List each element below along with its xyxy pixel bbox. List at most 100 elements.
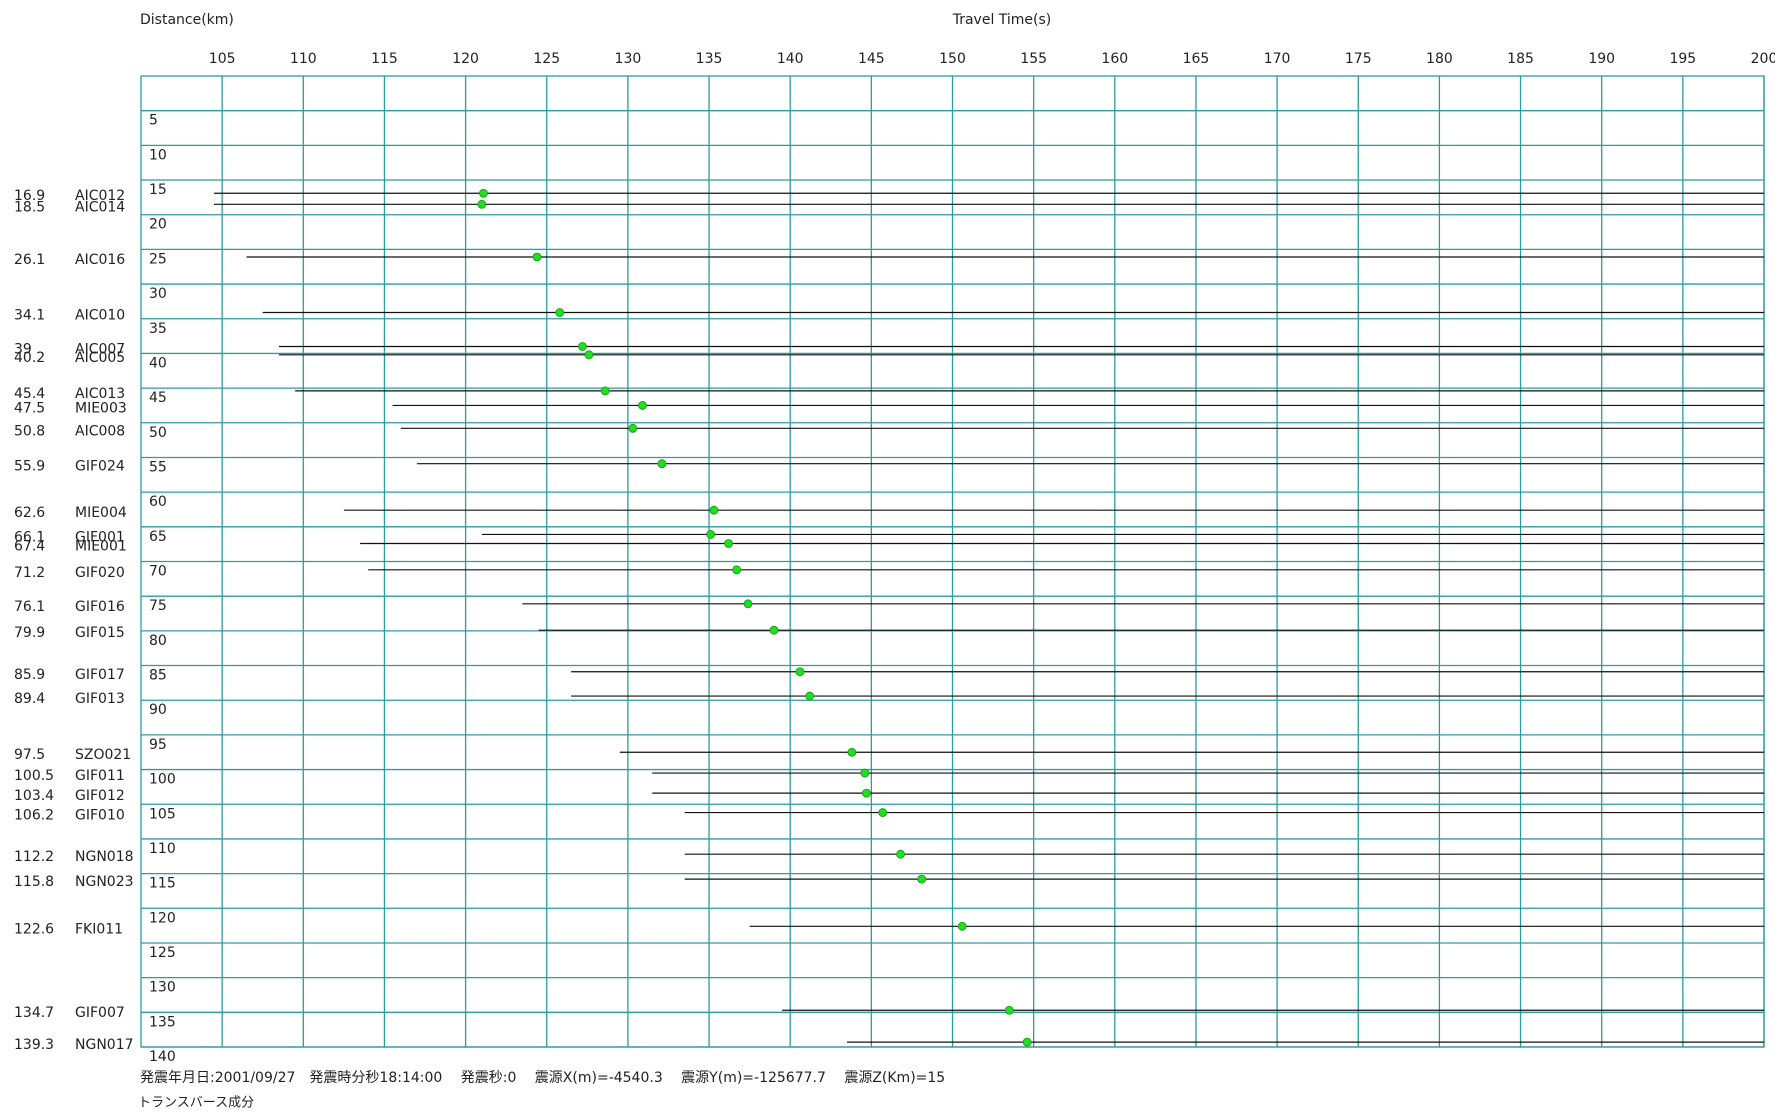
x-tick-label: 115 — [371, 51, 398, 67]
x-tick-label: 195 — [1669, 51, 1696, 67]
x-tick-label: 190 — [1588, 51, 1615, 67]
station-distance: 89.4 — [14, 691, 45, 707]
station-distance: 39 — [14, 341, 32, 357]
arrival-pick — [555, 308, 565, 317]
station-distance: 55.9 — [14, 459, 45, 475]
arrival-pick — [600, 386, 610, 396]
station-distance: 34.1 — [14, 308, 45, 324]
station-distance: 62.6 — [14, 505, 45, 521]
station-distance: 97.5 — [14, 747, 45, 763]
arrival-pick — [805, 691, 815, 701]
station-distance: 16.9 — [14, 188, 45, 204]
x-tick-label: 180 — [1426, 51, 1453, 67]
station-distance: 40.2 — [14, 350, 45, 366]
y-tick-label: 120 — [149, 910, 176, 926]
station-distance: 50.8 — [14, 423, 45, 439]
station-distance: 18.5 — [14, 199, 45, 215]
station-distance: 66.1 — [14, 529, 45, 545]
station-distance: 26.1 — [14, 252, 45, 268]
y-tick-label: 40 — [149, 355, 167, 371]
y-tick-label: 5 — [149, 113, 158, 129]
station-distance: 103.4 — [14, 788, 54, 804]
x-axis-label: Travel Time(s) — [952, 12, 1052, 28]
y-tick-label: 35 — [149, 321, 167, 337]
station-name: GIF007 — [75, 1005, 125, 1021]
y-tick-label: 140 — [149, 1049, 176, 1065]
y-tick-label: 15 — [149, 182, 167, 198]
station-name: NGN017 — [75, 1037, 134, 1053]
arrival-pick — [732, 565, 742, 575]
x-tick-label: 160 — [1101, 51, 1128, 67]
station-name: GIF015 — [75, 625, 125, 641]
y-tick-label: 105 — [149, 806, 176, 822]
y-tick-label: 100 — [149, 772, 176, 788]
arrival-pick — [917, 874, 927, 884]
arrival-pick — [862, 788, 871, 798]
station-name: AIC014 — [75, 199, 125, 215]
arrival-pick — [657, 459, 667, 469]
arrival-pick — [709, 505, 719, 515]
station-name: AIC007 — [75, 341, 125, 357]
y-tick-label: 65 — [149, 529, 167, 545]
arrival-pick — [957, 921, 967, 931]
x-tick-label: 130 — [615, 51, 642, 67]
y-tick-label: 110 — [149, 841, 176, 857]
y-tick-label: 80 — [149, 633, 167, 649]
x-tick-label: 120 — [452, 51, 479, 67]
y-tick-label: 115 — [149, 876, 176, 892]
station-name: NGN023 — [75, 874, 134, 890]
arrival-pick — [628, 423, 638, 433]
x-tick-label: 155 — [1020, 51, 1047, 67]
station-distance: 71.2 — [14, 565, 45, 581]
arrival-pick — [724, 539, 733, 548]
station-distance: 122.6 — [14, 921, 54, 937]
station-distance: 76.1 — [14, 599, 45, 615]
arrival-pick — [477, 199, 487, 209]
y-tick-label: 130 — [149, 980, 176, 996]
station-distance: 100.5 — [14, 768, 54, 784]
arrival-pick — [743, 599, 753, 609]
station-name: AIC005 — [75, 350, 125, 366]
station-name: GIF010 — [75, 808, 125, 824]
x-tick-label: 150 — [939, 51, 966, 67]
station-distance: 79.9 — [14, 625, 45, 641]
station-name: AIC016 — [75, 252, 125, 268]
arrival-pick — [878, 808, 888, 817]
y-tick-label: 55 — [149, 459, 167, 475]
station-name: NGN018 — [75, 849, 134, 865]
arrival-pick — [578, 342, 587, 351]
arrival-pick — [638, 401, 647, 410]
station-name: GIF013 — [75, 691, 125, 707]
arrival-pick — [532, 252, 542, 262]
x-tick-label: 105 — [209, 51, 236, 67]
x-tick-label: 185 — [1507, 51, 1534, 67]
x-tick-label: 135 — [696, 51, 723, 67]
y-tick-label: 95 — [149, 737, 167, 753]
y-tick-label: 70 — [149, 564, 167, 580]
arrival-pick — [1022, 1037, 1032, 1047]
y-tick-label: 10 — [149, 147, 167, 163]
station-distance: 112.2 — [14, 849, 54, 865]
station-name: SZO021 — [75, 747, 131, 763]
y-tick-label: 90 — [149, 702, 167, 718]
y-axis-label: Distance(km) — [140, 12, 234, 28]
station-name: GIF020 — [75, 565, 125, 581]
x-tick-label: 170 — [1264, 51, 1291, 67]
y-tick-label: 20 — [149, 217, 167, 233]
y-tick-label: 45 — [149, 390, 167, 406]
arrival-pick — [896, 849, 905, 859]
arrival-pick — [1004, 1005, 1014, 1015]
component-label: トランスバース成分 — [138, 1096, 254, 1111]
arrival-pick — [860, 768, 870, 778]
station-distance: 67.4 — [14, 538, 45, 554]
station-name: AIC013 — [75, 386, 125, 402]
station-distance: 115.8 — [14, 874, 54, 890]
x-tick-label: 165 — [1183, 51, 1210, 67]
y-tick-label: 85 — [149, 668, 167, 684]
y-tick-label: 75 — [149, 598, 167, 614]
y-tick-label: 30 — [149, 286, 167, 302]
arrival-pick — [584, 350, 594, 360]
arrival-pick — [479, 188, 488, 198]
x-tick-label: 125 — [533, 51, 560, 67]
